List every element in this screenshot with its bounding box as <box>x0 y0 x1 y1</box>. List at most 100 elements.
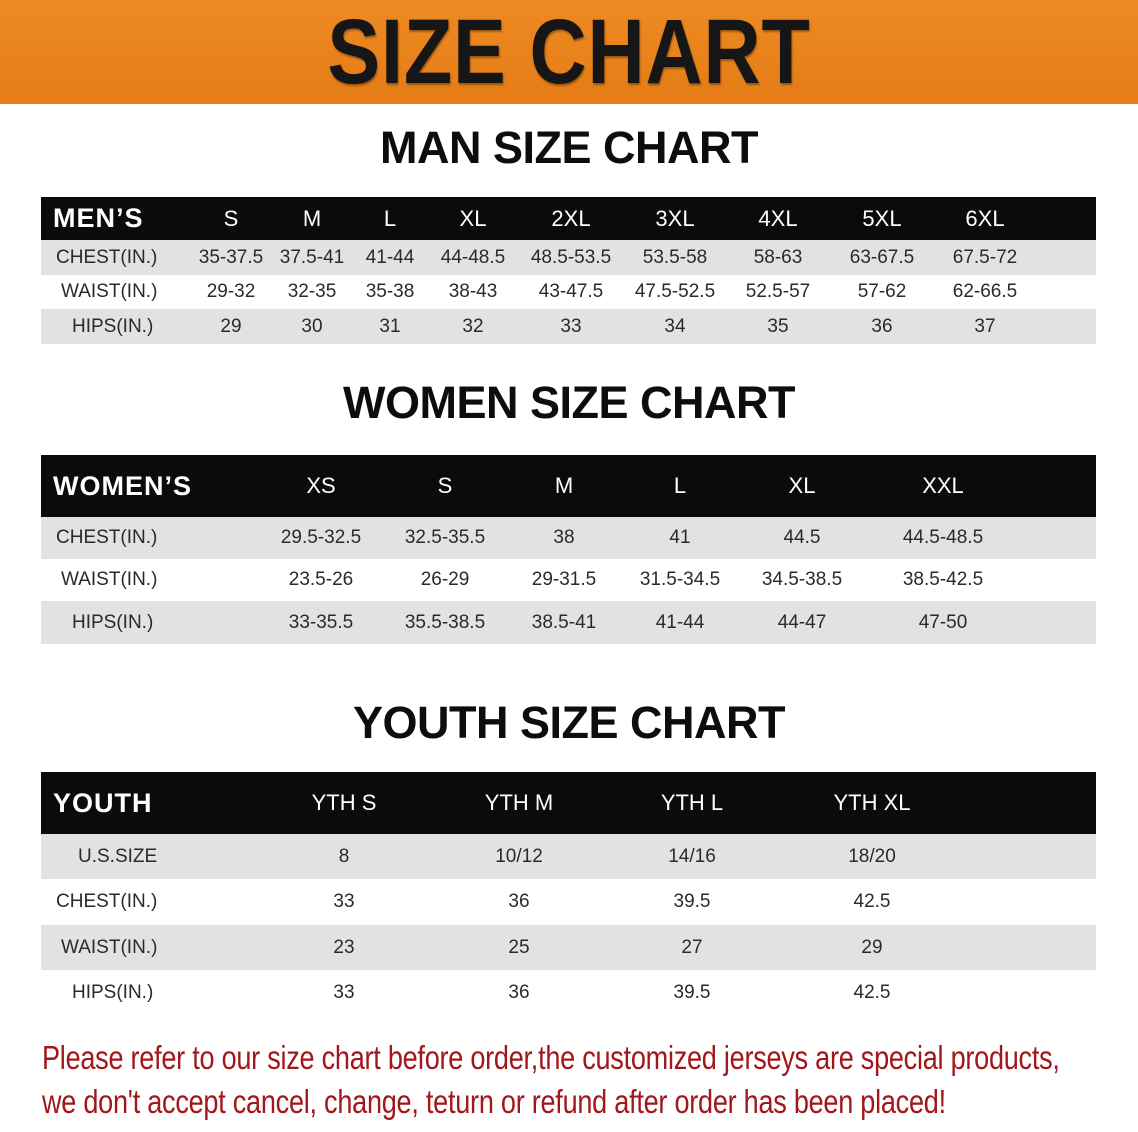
table-cell: 8 <box>338 845 350 867</box>
table-cell: 42.5 <box>853 891 891 912</box>
table-cell: 38.5-41 <box>531 611 597 633</box>
youth-section-title: YOUTH SIZE CHART <box>352 697 786 748</box>
note-line-1: Please refer to our size chart before or… <box>42 1039 1060 1076</box>
table-row: CHEST(IN.) 33 36 39.5 42.5 <box>41 879 1096 925</box>
table-row: U.S.SIZE 8 10/12 14/16 18/20 <box>41 834 1096 879</box>
table-cell: 44.5-48.5 <box>902 527 984 548</box>
women-size-table: WOMEN’S XS S M L XL XXL CHEST(IN.) 29.5-32.5 32.5… <box>41 455 1096 644</box>
table-cell: 29-32 <box>206 281 256 302</box>
size-column-header: M <box>554 473 574 498</box>
size-column-header: 3XL <box>655 205 695 231</box>
row-label: CHEST(IN.) <box>56 246 158 268</box>
table-cell: 29 <box>220 315 242 337</box>
table-cell: 27 <box>681 936 703 958</box>
table-cell: 29 <box>861 936 883 958</box>
table-cell: 29-31.5 <box>531 569 597 590</box>
table-cell: 33 <box>560 315 582 337</box>
table-cell: 30 <box>301 315 323 337</box>
table-cell: 52.5-57 <box>745 281 811 302</box>
youth-size-table: YOUTH YTH S YTH M YTH L YTH XL U.S.SIZE 8 10/12… <box>41 772 1096 1015</box>
size-column-header: XXL <box>922 473 964 498</box>
table-cell: 35.5-38.5 <box>404 611 486 633</box>
table-cell: 32 <box>462 315 484 337</box>
table-cell: 37.5-41 <box>279 246 345 268</box>
table-cell: 38.5-42.5 <box>902 569 984 590</box>
table-cell: 33 <box>333 981 355 1003</box>
note-line-2: we don't accept cancel, change, teturn o… <box>42 1083 946 1120</box>
table-cell: 25 <box>508 936 530 958</box>
table-cell: 31 <box>379 315 401 337</box>
table-cell: 35-38 <box>365 281 415 302</box>
table-row: CHEST(IN.) 29.5-32.5 32.5-35.5 38 41 44.5 44.5… <box>41 517 1096 559</box>
table-cell: 14/16 <box>668 845 716 867</box>
size-column-header: L <box>383 205 397 231</box>
size-column-header: 6XL <box>965 205 1005 231</box>
size-column-header: YTH XL <box>833 790 911 815</box>
table-cell: 10/12 <box>495 845 543 867</box>
table-cell: 44-48.5 <box>440 246 506 268</box>
table-cell: 44.5 <box>783 527 821 548</box>
table-header-label: WOMEN’S <box>53 470 192 501</box>
table-cell: 41-44 <box>365 246 415 268</box>
row-label: HIPS(IN.) <box>72 611 154 633</box>
table-cell: 62-66.5 <box>952 281 1018 302</box>
table-row: CHEST(IN.) 35-37.5 37.5-41 41-44 44-48.5 48.5… <box>41 240 1096 275</box>
table-header-label: MEN’S <box>53 203 144 233</box>
table-cell: 23.5-26 <box>288 569 354 590</box>
size-column-header: YTH S <box>311 790 377 815</box>
table-cell: 58-63 <box>753 246 803 268</box>
women-section-title: WOMEN SIZE CHART <box>343 377 795 428</box>
size-column-header: L <box>673 473 687 498</box>
men-section-title: MAN SIZE CHART <box>380 122 758 173</box>
table-cell: 34.5-38.5 <box>761 569 843 590</box>
size-column-header: XL <box>459 205 487 231</box>
table-cell: 41 <box>669 527 691 548</box>
row-label: CHEST(IN.) <box>56 891 158 912</box>
row-label: HIPS(IN.) <box>72 981 154 1003</box>
table-row: WAIST(IN.) 23 25 27 29 <box>41 925 1096 970</box>
table-cell: 53.5-58 <box>642 246 708 268</box>
size-column-header: YTH M <box>484 790 554 815</box>
table-row: WAIST(IN.) 23.5-26 26-29 29-31.5 31.5-34.5 34… <box>41 559 1096 601</box>
table-cell: 32-35 <box>287 281 337 302</box>
table-cell: 38-43 <box>448 281 498 302</box>
table-cell: 33-35.5 <box>288 611 354 633</box>
table-cell: 47.5-52.5 <box>634 281 716 302</box>
table-row: HIPS(IN.) 33-35.5 35.5-38.5 38.5-41 41-44 44-… <box>41 601 1096 644</box>
order-policy-note: Please refer to our size chart before or… <box>42 1036 1108 1124</box>
table-cell: 35 <box>767 315 789 337</box>
table-cell: 31.5-34.5 <box>639 569 721 590</box>
table-cell: 63-67.5 <box>849 246 915 268</box>
table-cell: 34 <box>664 315 686 337</box>
banner-title: SIZE CHART <box>327 1 811 103</box>
table-cell: 18/20 <box>848 845 896 867</box>
size-column-header: YTH L <box>660 790 724 815</box>
table-cell: 67.5-72 <box>952 246 1018 268</box>
table-cell: 29.5-32.5 <box>280 527 362 548</box>
size-column-header: 5XL <box>862 205 902 231</box>
table-row: HIPS(IN.) 29 30 31 32 33 34 35 36 37 <box>41 309 1096 344</box>
row-label: U.S.SIZE <box>78 845 158 867</box>
table-cell: 36 <box>871 315 893 337</box>
table-cell: 38 <box>553 527 575 548</box>
men-size-table: MEN’S S M L XL 2XL 3XL 4XL 5XL 6XL CHEST(IN.) 35-37… <box>41 197 1096 344</box>
table-cell: 23 <box>333 936 355 958</box>
header-row: MEN’S S M L XL 2XL 3XL 4XL 5XL 6XL <box>41 197 1096 240</box>
size-column-header: 2XL <box>551 205 591 231</box>
table-cell: 41-44 <box>655 611 705 633</box>
table-cell: 48.5-53.5 <box>530 246 612 268</box>
row-label: CHEST(IN.) <box>56 527 158 548</box>
row-label: HIPS(IN.) <box>72 315 154 337</box>
table-cell: 32.5-35.5 <box>404 527 486 548</box>
size-column-header: S <box>223 205 239 231</box>
size-column-header: S <box>437 473 453 498</box>
table-cell: 39.5 <box>673 891 711 912</box>
size-column-header: 4XL <box>758 205 798 231</box>
table-cell: 37 <box>974 315 996 337</box>
table-cell: 57-62 <box>857 281 907 302</box>
header-row: WOMEN’S XS S M L XL XXL <box>41 455 1096 517</box>
row-label: WAIST(IN.) <box>61 281 158 302</box>
size-column-header: M <box>302 205 322 231</box>
table-cell: 36 <box>508 981 530 1003</box>
header-row: YOUTH YTH S YTH M YTH L YTH XL <box>41 772 1096 834</box>
